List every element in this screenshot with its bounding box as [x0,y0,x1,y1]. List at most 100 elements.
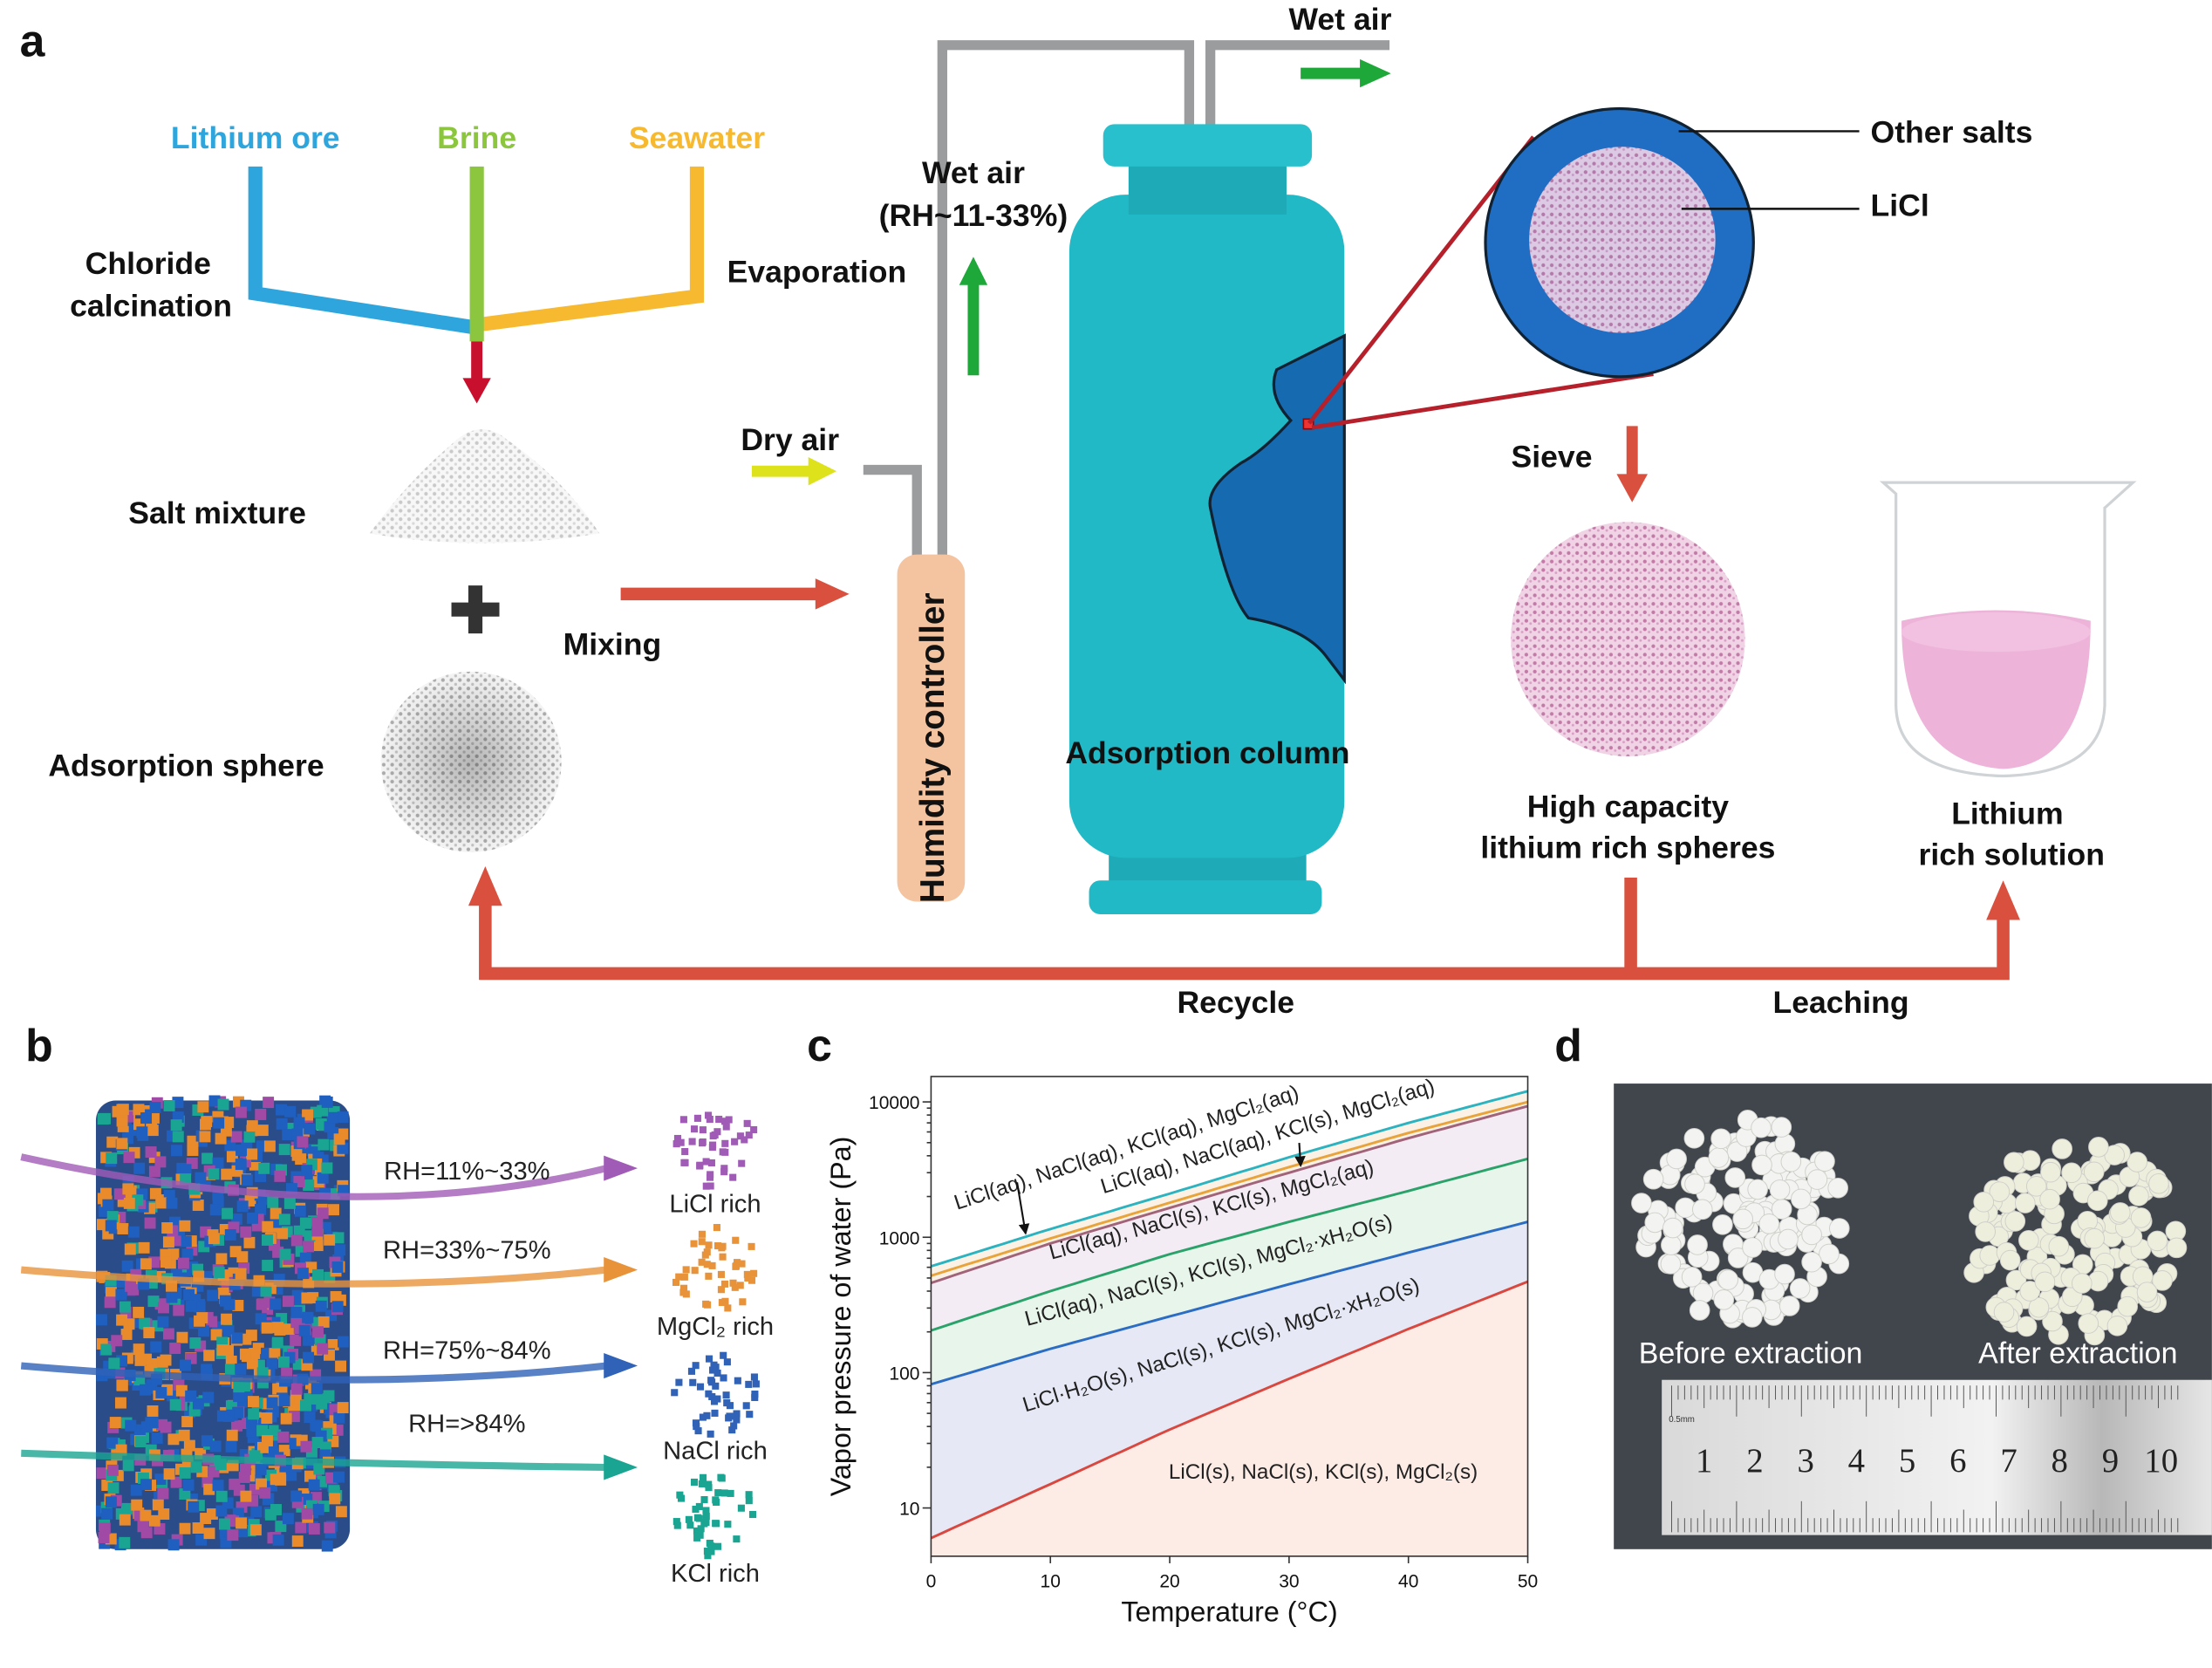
crystal-particle [702,1158,710,1166]
crystal-particle [687,1367,696,1375]
lithium-solution-label-1: Lithium [1951,796,2063,831]
pellet [1999,1249,2021,1271]
pellets [1631,1110,2188,1346]
crystal-particle [705,1241,713,1249]
leaching-arrow-head [1986,880,2020,920]
salt-cube [312,1326,324,1338]
crystal-particle [714,1489,722,1497]
recycle-arrow-head [468,866,502,906]
panel-a: a Lithium ore Brine Seawater Chloride ca… [20,2,2137,1020]
ruler [1662,1379,2212,1535]
crystal-particle [705,1111,713,1119]
salt-cube [290,1490,303,1502]
crystal-particle [698,1230,706,1238]
plus-icon [451,585,500,634]
pellet [2130,1207,2152,1228]
salt-cube [182,1479,195,1491]
crystal-particle [729,1173,737,1181]
crystal-particle [736,1282,744,1289]
salt-cube [308,1523,320,1535]
salt-cube [329,1493,341,1505]
crystal-particle [702,1519,710,1527]
salt-cube [327,1338,339,1350]
pellet [1979,1245,2001,1266]
salt-cube [104,1296,116,1309]
beaker [1879,481,2137,778]
salt-cube [231,1419,243,1432]
salt-cube [192,1200,204,1211]
crystal-particle [686,1521,694,1529]
sieve-arrow-head [1616,474,1649,502]
salt-cube [172,1097,184,1109]
salt-cube [158,1508,170,1520]
salt-cube [181,1248,194,1261]
pellet [2147,1230,2168,1252]
phase-region [931,1090,1528,1283]
salt-cube [120,1329,133,1340]
crystal-particle [729,1279,737,1287]
adsorption-column-label: Adsorption column [1065,735,1349,770]
pellet [1774,1263,1795,1285]
salt-cube [185,1390,197,1402]
pellet [2039,1188,2060,1210]
salt-cube [99,1112,111,1125]
crystal-particle [672,1278,680,1287]
humidity-controller [897,554,966,902]
salt-cube [301,1507,313,1520]
crystal-particle [732,1262,740,1270]
wet-air-rh-label-2: (RH~11-33%) [879,198,1068,233]
salt-cube [133,1162,146,1174]
salt-cube [330,1290,342,1302]
pellet [1631,1193,1652,1213]
salt-cube [162,1328,174,1340]
crystal-particle [705,1390,713,1398]
pellet [1827,1177,1848,1199]
salt-cube [160,1256,172,1268]
salt-cube [127,1226,140,1238]
x-tick-label: 10 [1041,1571,1061,1591]
salt-cube [144,1217,156,1229]
salt-cube [150,1341,162,1353]
salt-cube [203,1528,215,1540]
salt-cube [123,1152,135,1164]
crystal-particle [690,1240,698,1248]
salt-cube [217,1098,229,1111]
pellet [1778,1228,1799,1250]
pellet [1747,1179,1768,1200]
salt-cube [315,1300,327,1312]
pellet [2004,1152,2024,1173]
salt-cube [219,1518,230,1530]
salt-cube [261,1412,273,1425]
pellet [2086,1190,2108,1212]
merge-arrow-head [462,378,491,404]
after-extraction-label: After extraction [1978,1336,2177,1370]
salt-cube [246,1357,258,1370]
salt-cube [270,1298,282,1310]
ruler-number: 8 [2052,1442,2068,1480]
humidity-controller-label: Humidity controller [914,592,952,903]
crystal-particle [702,1513,710,1521]
salt-cube [181,1416,194,1428]
salt-cube [243,1236,256,1248]
crystal-particle [708,1261,716,1269]
salt-cube [116,1115,128,1127]
pellet [2004,1211,2026,1232]
salt-cube [236,1144,248,1156]
pellet [1713,1289,1735,1310]
pointer-arrow [1294,1142,1306,1167]
salt-cube [302,1311,314,1323]
source-brine: Brine [437,120,516,155]
wet-air-out-label: Wet air [1288,2,1391,37]
salt-cube [290,1334,302,1346]
zoom-spot [1302,418,1314,430]
rh-label: RH=11%~33% [384,1158,550,1186]
salt-cube [235,1363,247,1375]
crystal-particle [752,1380,760,1388]
crystal-particle [719,1148,727,1156]
crystal-particle [692,1362,700,1370]
series-line [930,1157,1528,1332]
crystal-particle [745,1491,753,1499]
salt-cube [290,1383,303,1395]
salt-cube [122,1460,134,1472]
pellet [1642,1168,1664,1190]
